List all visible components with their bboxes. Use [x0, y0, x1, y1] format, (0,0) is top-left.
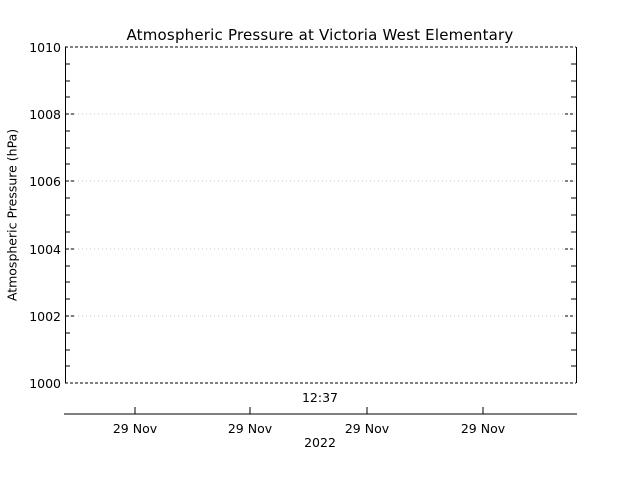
y-minor-ticks	[65, 63, 576, 367]
y-tick-label: 1000	[29, 376, 61, 391]
y-tick-label: 1010	[29, 40, 61, 55]
x-tick-label: 29 Nov	[460, 421, 506, 436]
date-axis	[64, 407, 577, 415]
x-tick-label: 29 Nov	[344, 421, 390, 436]
chart-title: Atmospheric Pressure at Victoria West El…	[126, 26, 514, 44]
y-axis-label: Atmospheric Pressure (hPa)	[4, 128, 20, 302]
y-tick-label: 1006	[29, 174, 61, 189]
x-axis-label: 2022	[304, 435, 336, 450]
x-tick-label: 29 Nov	[112, 421, 158, 436]
gridlines	[66, 113, 575, 317]
plot-frame	[65, 46, 577, 384]
x-tick-label: 29 Nov	[227, 421, 273, 436]
time-label: 12:37	[301, 390, 339, 405]
y-tick-label: 1004	[29, 242, 61, 257]
y-tick-label: 1002	[29, 309, 61, 324]
y-tick-label: 1008	[29, 107, 61, 122]
